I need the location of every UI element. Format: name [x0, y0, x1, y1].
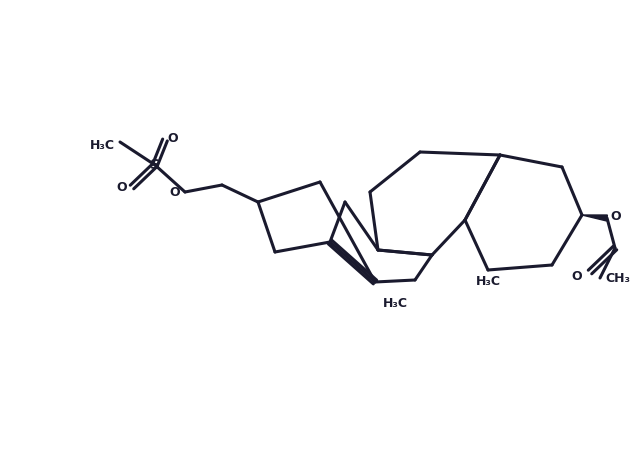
Text: O: O [116, 180, 127, 194]
Text: H₃C: H₃C [383, 297, 408, 310]
Text: CH₃: CH₃ [605, 272, 630, 284]
Text: S: S [150, 158, 160, 172]
Text: H₃C: H₃C [90, 139, 115, 152]
Text: H₃C: H₃C [476, 275, 500, 288]
Text: O: O [167, 132, 178, 144]
Text: O: O [170, 186, 180, 198]
Text: O: O [610, 210, 621, 222]
Polygon shape [582, 215, 607, 221]
Text: O: O [572, 271, 582, 283]
